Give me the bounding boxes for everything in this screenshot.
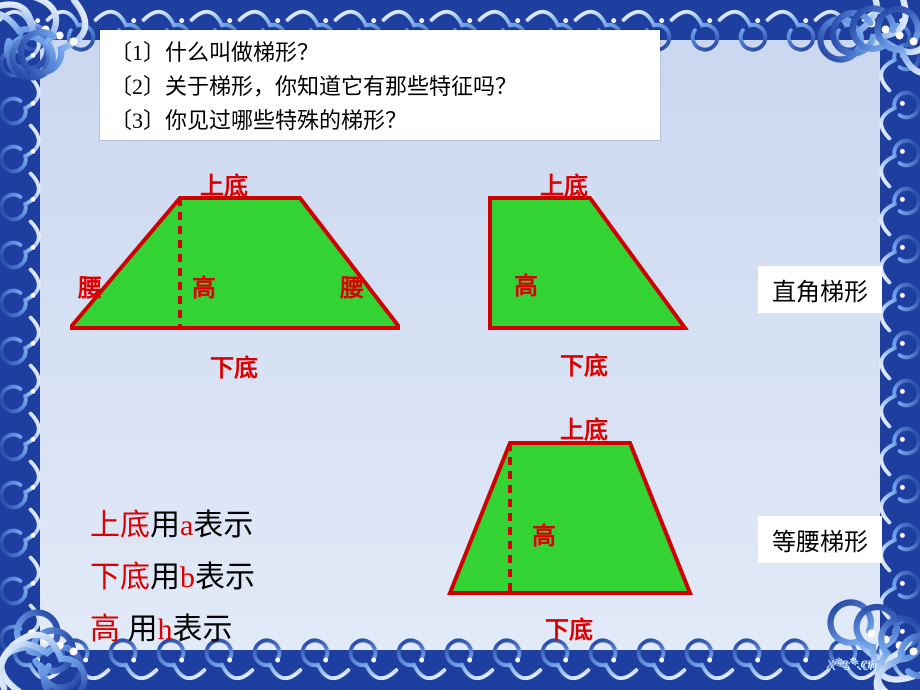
shape-label: 高 [192,268,216,303]
caption-isosceles-trapezoid: 等腰梯形 [758,516,882,563]
shape-label: 下底 [560,346,608,381]
legend: 上底用a表示下底用b表示高 用h表示 [90,500,255,656]
legend-line: 高 用h表示 [90,604,255,656]
trapezoid-right [470,165,720,375]
shape-label: 腰 [78,268,102,303]
question-line: 〔2〕关于梯形，你知道它有那些特征吗？ [110,70,650,104]
question-line: 〔3〕你见过哪些特殊的梯形？ [110,104,650,138]
legend-line: 上底用a表示 [90,500,255,552]
shape-label: 上底 [200,166,248,201]
legend-line: 下底用b表示 [90,552,255,604]
shape-label: 腰 [340,268,364,303]
shape-label: 高 [514,266,538,301]
shape-label: 上底 [560,410,608,445]
shape-label: 上底 [540,166,588,201]
caption-right-trapezoid: 直角梯形 [758,266,882,313]
question-box: 〔1〕什么叫做梯形？ 〔2〕关于梯形，你知道它有那些特征吗？ 〔3〕你见过哪些特… [100,30,660,140]
watermark: x*s*.cn [828,656,876,674]
shape-label: 下底 [210,348,258,383]
shape-label: 高 [532,516,556,551]
shape-label: 下底 [545,610,593,645]
question-line: 〔1〕什么叫做梯形？ [110,36,650,70]
